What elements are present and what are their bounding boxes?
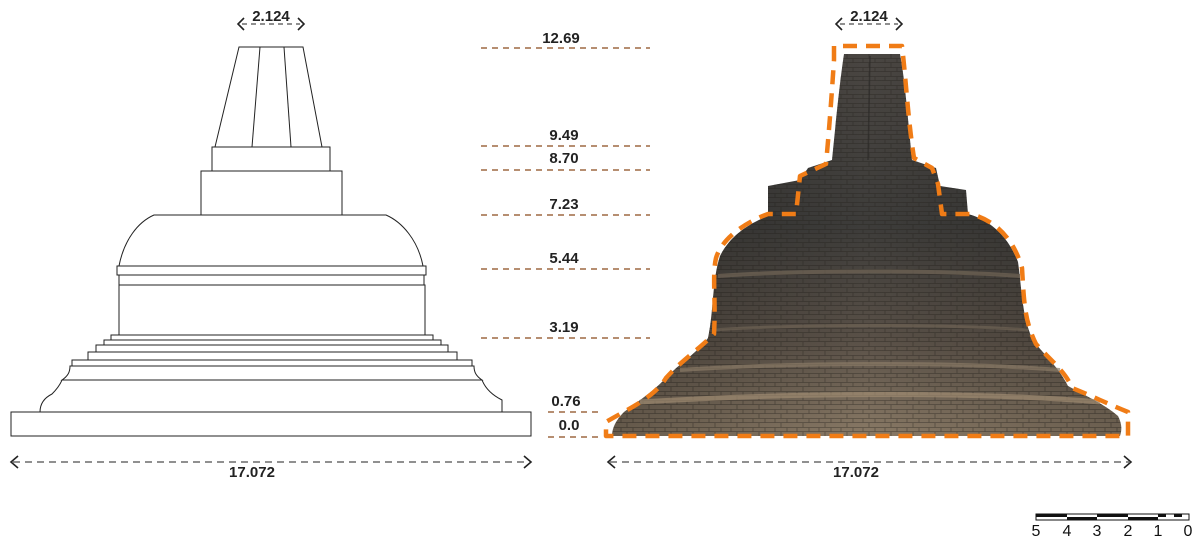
level-label: 8.70 — [549, 150, 578, 167]
stupa-photo-ring — [679, 362, 1061, 372]
drawing-ring-band — [116, 265, 427, 276]
drawing-base — [10, 411, 532, 437]
scale-bar-segment — [1097, 514, 1128, 517]
scale-bar-segment — [1158, 514, 1166, 517]
level-lines — [481, 47, 650, 438]
line-drawing — [10, 46, 532, 437]
level-label: 0.0 — [559, 417, 580, 434]
drawing-lotus-flare — [60, 365, 484, 381]
scale-bar-label: 4 — [1063, 523, 1072, 540]
level-label: 12.69 — [542, 30, 580, 47]
drawing-spire-facet — [251, 46, 261, 148]
photo-base-dimension — [606, 455, 1133, 469]
drawing-top-width-label: 2.124 — [252, 8, 290, 25]
photo-top-width-label: 2.124 — [850, 8, 888, 25]
photo-profile-outline — [603, 43, 1131, 439]
drawing-step — [95, 344, 449, 353]
scale-bar-label: 2 — [1124, 523, 1133, 540]
drawing-bell-dome — [118, 214, 424, 267]
level-label: 0.76 — [551, 393, 580, 410]
scale-bar-label: 0 — [1184, 523, 1193, 540]
drawing-top-dimension — [236, 17, 306, 31]
drawing-step — [87, 351, 458, 361]
drawing-base-width-label: 17.072 — [229, 464, 275, 481]
drawing-spire-facet — [283, 46, 292, 148]
level-label: 5.44 — [549, 250, 579, 267]
stupa-photo-edge — [867, 55, 871, 161]
drawing-harmika-lower — [200, 170, 343, 216]
stupa-photo-ring — [711, 324, 1029, 332]
drawing-base-dimension — [9, 455, 533, 469]
scale-bar-segment — [1036, 514, 1067, 517]
photo-top-dimension — [834, 17, 904, 31]
stupa-photo-ring — [639, 392, 1101, 405]
scale-bar-label: 5 — [1032, 523, 1041, 540]
drawing-harmika-upper — [211, 146, 331, 172]
drawing-step — [110, 334, 434, 341]
stupa-photo — [612, 54, 1122, 436]
drawing-lotus-lower — [39, 379, 503, 413]
scale-bar-segment — [1128, 517, 1158, 520]
stupa-photo-ring — [717, 269, 1021, 278]
scale-bar-segment — [1174, 514, 1182, 517]
scale-bar-label: 3 — [1093, 523, 1102, 540]
drawing-spire — [214, 46, 323, 148]
scale-bar-label: 1 — [1154, 523, 1163, 540]
level-label: 3.19 — [549, 319, 578, 336]
drawing-step — [103, 339, 442, 346]
level-label: 9.49 — [549, 127, 578, 144]
scale-bar-segment — [1067, 517, 1097, 520]
level-label: 7.23 — [549, 196, 578, 213]
photo-base-width-label: 17.072 — [833, 464, 879, 481]
drawing-step — [71, 359, 473, 367]
drawing-body — [118, 284, 426, 336]
scale-bar — [1035, 513, 1190, 521]
drawing-ring-band — [118, 274, 425, 286]
